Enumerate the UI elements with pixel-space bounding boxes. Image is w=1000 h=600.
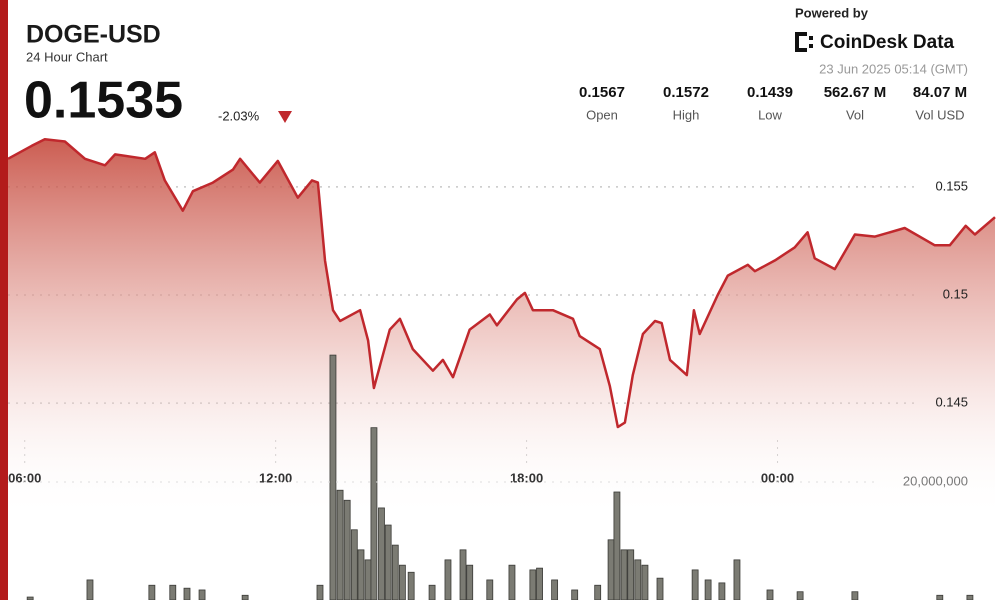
timestamp: 23 Jun 2025 05:14 (GMT): [819, 61, 968, 76]
stat-value: 0.1567: [579, 84, 625, 101]
logo-icon: [795, 32, 813, 52]
volume-bar: [370, 427, 378, 600]
y-tick-label: 0.155: [935, 178, 968, 193]
volume-bar: [350, 529, 358, 600]
y2-tick-label: 20,000,000: [903, 473, 968, 488]
volume-bar: [198, 589, 206, 600]
stat-label: Vol USD: [915, 107, 964, 122]
price-area: [8, 139, 995, 600]
stat-label: Open: [586, 107, 618, 122]
volume-bar: [641, 564, 649, 600]
subtitle: 24 Hour Chart: [26, 49, 108, 64]
volume-bar: [391, 544, 399, 600]
plot-area: 0.145 0.15 0.155 06:00 12:00 18:00 00:00 20,000…: [7, 138, 996, 600]
stat-value: 0.1439: [747, 84, 793, 101]
accent-strip: [0, 0, 8, 600]
volume-bar: [691, 569, 699, 600]
volume-bar: [733, 559, 741, 600]
y-tick-label: 0.15: [943, 286, 968, 301]
stats: 0.1567 Open 0.1572 High 0.1439 Low 562.6…: [579, 84, 967, 122]
volume-bar: [329, 354, 337, 600]
volume-bar: [336, 489, 344, 600]
volume-bar: [444, 559, 452, 600]
volume-bar: [766, 589, 774, 600]
volume-bar: [378, 507, 385, 600]
stat-label: Low: [758, 107, 782, 122]
x-tick-label: 00:00: [761, 470, 794, 485]
volume-bar: [529, 569, 537, 600]
volume-bar: [428, 584, 436, 600]
current-price: 0.1535: [24, 72, 183, 130]
symbol: DOGE-USD: [26, 21, 161, 49]
volume-bar: [384, 524, 392, 600]
stat-label: Vol: [846, 107, 864, 122]
volume-bar: [620, 549, 628, 600]
y-tick-label: 0.145: [935, 395, 968, 410]
volume-bar: [169, 584, 177, 600]
volume-bar: [536, 567, 543, 600]
x-tick-label: 18:00: [510, 470, 543, 485]
volume-bar: [607, 539, 615, 600]
volume-bar: [851, 591, 859, 600]
volume-bar: [634, 559, 642, 600]
volume-bar: [148, 584, 156, 600]
volume-bar: [459, 549, 467, 600]
volume-bar: [357, 549, 365, 600]
volume-bar: [571, 589, 579, 600]
volume-bar: [183, 587, 191, 600]
volume-bar: [966, 594, 974, 600]
volume-bar: [551, 579, 559, 600]
volume-bar: [594, 584, 602, 600]
volume-bar: [398, 564, 406, 600]
stat-value: 0.1572: [663, 84, 709, 101]
powered-by: Powered by: [795, 5, 869, 20]
volume-bar: [364, 559, 372, 600]
x-tick-label: 12:00: [259, 470, 292, 485]
volume-bar: [627, 549, 635, 600]
volume-bar: [407, 571, 415, 600]
price-line: [7, 138, 996, 429]
x-tick-label: 06:00: [8, 470, 41, 485]
volume-bar: [796, 591, 804, 600]
volume-bar: [241, 594, 249, 600]
stat-label: High: [673, 107, 700, 122]
volume-bar: [704, 579, 712, 600]
stat-value: 562.67 M: [824, 84, 887, 101]
volume-bar: [86, 579, 94, 600]
volume-bar: [718, 582, 726, 600]
logo-text: CoinDesk Data: [820, 32, 955, 53]
volume-bar: [343, 499, 351, 600]
volume-bar: [486, 579, 494, 600]
price-change: -2.03%: [218, 108, 260, 123]
volume-bar: [508, 564, 516, 600]
stat-value: 84.07 M: [913, 84, 967, 101]
down-arrow: [278, 111, 292, 123]
volume-bar: [466, 564, 474, 600]
volume-bar: [656, 577, 664, 600]
volume-bar: [316, 584, 324, 600]
volume-bar: [613, 491, 621, 600]
volume-bar: [936, 594, 944, 600]
